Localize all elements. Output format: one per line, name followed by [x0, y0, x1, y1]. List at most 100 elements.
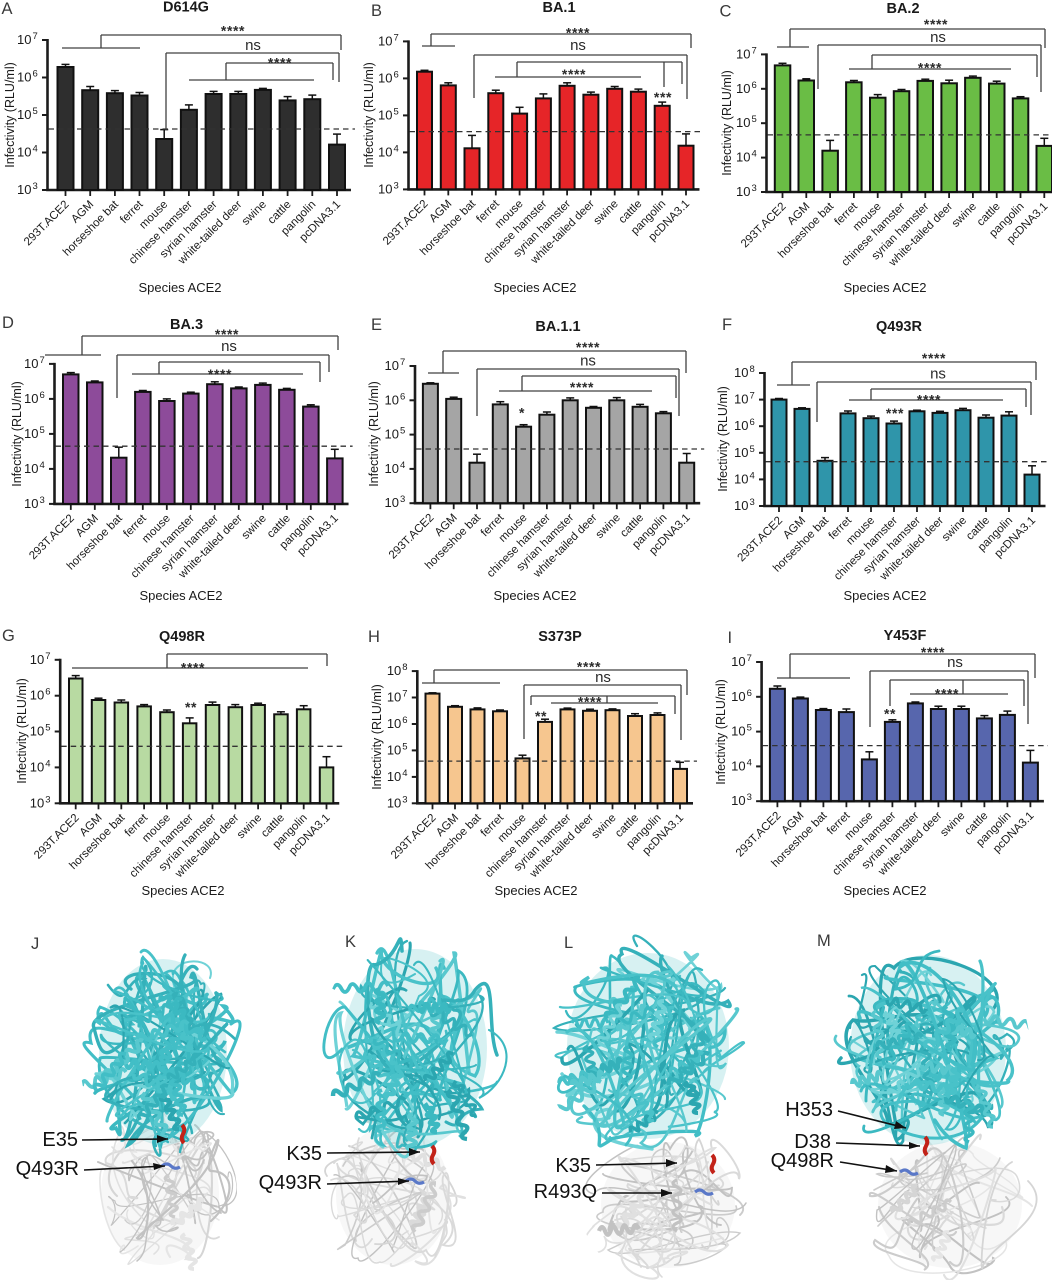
- svg-text:7: 7: [45, 651, 50, 662]
- svg-text:3: 3: [45, 794, 50, 805]
- svg-text:4: 4: [400, 460, 405, 471]
- svg-text:ns: ns: [221, 338, 237, 355]
- svg-text:Q493R: Q493R: [16, 1158, 79, 1180]
- svg-text:****: ****: [917, 392, 941, 408]
- svg-text:8: 8: [750, 364, 755, 375]
- svg-text:Species ACE2: Species ACE2: [843, 280, 926, 295]
- svg-text:10: 10: [731, 654, 745, 669]
- svg-text:10: 10: [387, 769, 401, 784]
- svg-text:7: 7: [402, 689, 407, 700]
- svg-text:5: 5: [400, 426, 405, 437]
- svg-text:M: M: [817, 932, 831, 950]
- svg-text:10: 10: [30, 688, 44, 703]
- svg-text:10: 10: [24, 391, 38, 406]
- svg-text:10: 10: [387, 795, 401, 810]
- svg-text:ns: ns: [570, 37, 586, 54]
- svg-text:****: ****: [922, 350, 946, 366]
- svg-text:5: 5: [402, 741, 407, 752]
- svg-text:3: 3: [402, 794, 407, 805]
- svg-text:10: 10: [734, 498, 748, 513]
- svg-text:7: 7: [40, 355, 45, 366]
- svg-text:ns: ns: [595, 669, 611, 686]
- svg-text:3: 3: [394, 180, 399, 191]
- svg-text:10: 10: [734, 392, 748, 407]
- svg-text:****: ****: [181, 660, 205, 676]
- svg-text:10: 10: [378, 181, 392, 196]
- svg-text:10: 10: [731, 793, 745, 808]
- svg-text:Infectivity (RLU/ml): Infectivity (RLU/ml): [370, 684, 384, 790]
- svg-text:Infectivity (RLU/ml): Infectivity (RLU/ml): [714, 679, 728, 785]
- svg-text:L: L: [564, 934, 573, 952]
- svg-text:Infectivity (RLU/ml): Infectivity (RLU/ml): [10, 381, 24, 487]
- svg-text:4: 4: [402, 768, 407, 779]
- svg-text:10: 10: [385, 495, 399, 510]
- svg-text:****: ****: [268, 55, 292, 71]
- svg-text:10: 10: [731, 689, 745, 704]
- svg-text:Species ACE2: Species ACE2: [843, 883, 926, 898]
- svg-text:Q498R: Q498R: [771, 1150, 834, 1172]
- svg-text:ns: ns: [245, 37, 261, 54]
- svg-text:I: I: [728, 629, 733, 647]
- svg-text:*: *: [519, 405, 525, 421]
- svg-text:10: 10: [736, 81, 750, 96]
- svg-text:10: 10: [385, 427, 399, 442]
- svg-text:H353: H353: [785, 1099, 833, 1121]
- svg-text:10: 10: [17, 70, 31, 85]
- svg-text:G: G: [2, 627, 15, 645]
- svg-text:10: 10: [17, 145, 31, 160]
- svg-text:6: 6: [752, 80, 757, 91]
- svg-text:10: 10: [734, 445, 748, 460]
- svg-text:3: 3: [400, 494, 405, 505]
- svg-text:K: K: [345, 933, 356, 951]
- svg-text:7: 7: [747, 653, 752, 664]
- svg-text:****: ****: [578, 694, 602, 710]
- svg-text:****: ****: [918, 60, 942, 76]
- svg-text:Infectivity (RLU/ml): Infectivity (RLU/ml): [720, 70, 734, 176]
- svg-text:4: 4: [750, 470, 755, 481]
- svg-text:10: 10: [387, 742, 401, 757]
- svg-text:8: 8: [402, 662, 407, 673]
- svg-text:ns: ns: [580, 353, 596, 370]
- svg-text:Species ACE2: Species ACE2: [493, 588, 576, 603]
- svg-text:E: E: [371, 316, 382, 334]
- svg-text:3: 3: [33, 181, 38, 192]
- svg-text:BA.1: BA.1: [542, 0, 575, 16]
- svg-text:10: 10: [731, 724, 745, 739]
- svg-text:10: 10: [17, 107, 31, 122]
- svg-text:10: 10: [385, 392, 399, 407]
- svg-text:6: 6: [45, 687, 50, 698]
- svg-text:A: A: [2, 0, 13, 18]
- svg-text:BA.1.1: BA.1.1: [535, 319, 580, 335]
- svg-text:10: 10: [378, 33, 392, 48]
- svg-text:10: 10: [736, 115, 750, 130]
- svg-text:10: 10: [731, 758, 745, 773]
- svg-text:10: 10: [736, 150, 750, 165]
- svg-text:Species ACE2: Species ACE2: [139, 588, 222, 603]
- svg-text:**: **: [884, 706, 896, 722]
- svg-text:D614G: D614G: [163, 0, 209, 16]
- svg-text:**: **: [185, 699, 197, 715]
- svg-text:Species ACE2: Species ACE2: [843, 588, 926, 603]
- svg-text:E35: E35: [42, 1129, 78, 1151]
- svg-text:4: 4: [40, 460, 45, 471]
- svg-text:5: 5: [394, 106, 399, 117]
- svg-text:10: 10: [24, 356, 38, 371]
- svg-text:ns: ns: [930, 366, 946, 383]
- svg-text:Q498R: Q498R: [159, 629, 205, 645]
- svg-text:10: 10: [17, 182, 31, 197]
- svg-text:10: 10: [734, 471, 748, 486]
- svg-text:7: 7: [400, 357, 405, 368]
- svg-text:Species ACE2: Species ACE2: [493, 280, 576, 295]
- svg-text:10: 10: [378, 70, 392, 85]
- svg-text:C: C: [720, 3, 732, 21]
- svg-text:5: 5: [33, 106, 38, 117]
- svg-text:**: **: [535, 708, 547, 724]
- svg-text:4: 4: [45, 758, 50, 769]
- svg-text:5: 5: [752, 114, 757, 125]
- svg-text:10: 10: [24, 461, 38, 476]
- svg-text:Species ACE2: Species ACE2: [494, 883, 577, 898]
- svg-text:10: 10: [17, 32, 31, 47]
- svg-text:7: 7: [33, 31, 38, 42]
- svg-text:Infectivity (RLU/ml): Infectivity (RLU/ml): [362, 62, 376, 168]
- svg-text:3: 3: [750, 497, 755, 508]
